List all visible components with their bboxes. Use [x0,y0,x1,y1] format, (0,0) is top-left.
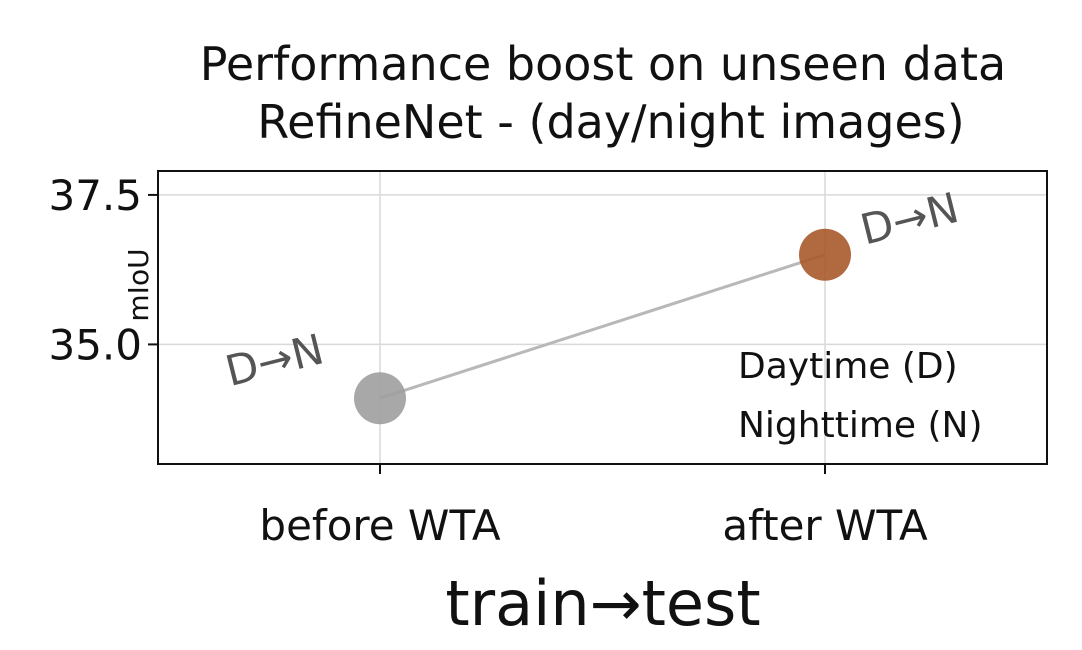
chart-title-line-2: RefineNet - (day/night images) [257,95,964,149]
data-point [354,372,406,425]
y-axis-ticks: 35.0 37.5 [48,171,158,369]
y-axis-label: mIoU [122,248,155,321]
data-point-label: D→N [856,183,964,254]
legend: Daytime (D) Nighttime (N) [738,346,983,446]
point-layer: D→N D→N [221,183,964,425]
data-point [799,228,851,281]
y-tick-label: 35.0 [48,320,142,369]
data-point-label: D→N [221,324,329,395]
chart-title-line-1: Performance boost on unseen data [200,37,1006,91]
legend-entry-nighttime: Nighttime (N) [738,405,983,446]
plot-frame [157,170,1048,465]
x-axis-ticks: before WTA after WTA [259,464,928,550]
connector-line [379,253,826,400]
x-tick-label: before WTA [259,501,500,550]
x-tick-label: after WTA [722,501,928,550]
connector-layer [379,253,826,400]
y-tick-label: 37.5 [48,171,142,220]
legend-entry-daytime: Daytime (D) [738,346,958,387]
x-axis-label: train→test [445,567,760,640]
